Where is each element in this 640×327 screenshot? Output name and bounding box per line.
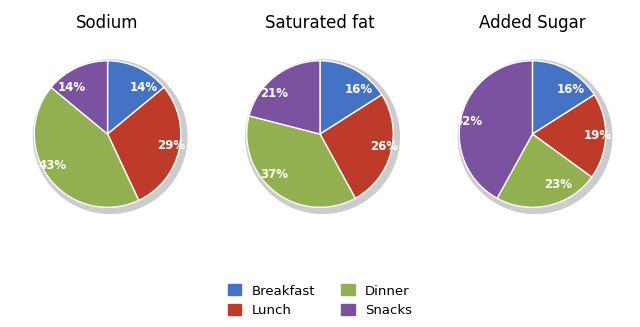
Title: Added Sugar: Added Sugar: [479, 14, 586, 32]
Wedge shape: [320, 95, 393, 198]
Wedge shape: [249, 61, 320, 134]
Title: Saturated fat: Saturated fat: [265, 14, 375, 32]
Text: 37%: 37%: [260, 168, 289, 181]
Wedge shape: [532, 61, 595, 134]
Circle shape: [246, 60, 399, 214]
Circle shape: [33, 60, 187, 214]
Wedge shape: [497, 134, 592, 207]
Text: 42%: 42%: [454, 115, 483, 128]
Text: 14%: 14%: [129, 81, 157, 94]
Text: 16%: 16%: [345, 83, 373, 95]
Text: 26%: 26%: [370, 140, 398, 153]
Wedge shape: [320, 61, 382, 134]
Text: 19%: 19%: [584, 129, 612, 142]
Wedge shape: [35, 87, 139, 207]
Wedge shape: [459, 61, 532, 198]
Text: 16%: 16%: [557, 83, 585, 95]
Text: 14%: 14%: [58, 81, 86, 94]
Text: 43%: 43%: [39, 159, 67, 172]
Wedge shape: [108, 87, 181, 200]
Text: 29%: 29%: [157, 139, 186, 152]
Wedge shape: [108, 61, 164, 134]
Text: 21%: 21%: [260, 87, 289, 100]
Wedge shape: [532, 95, 605, 177]
Legend: Breakfast, Lunch, Dinner, Snacks: Breakfast, Lunch, Dinner, Snacks: [228, 284, 412, 317]
Circle shape: [458, 60, 612, 214]
Text: 23%: 23%: [543, 178, 572, 191]
Wedge shape: [51, 61, 108, 134]
Wedge shape: [247, 116, 355, 207]
Title: Sodium: Sodium: [76, 14, 139, 32]
